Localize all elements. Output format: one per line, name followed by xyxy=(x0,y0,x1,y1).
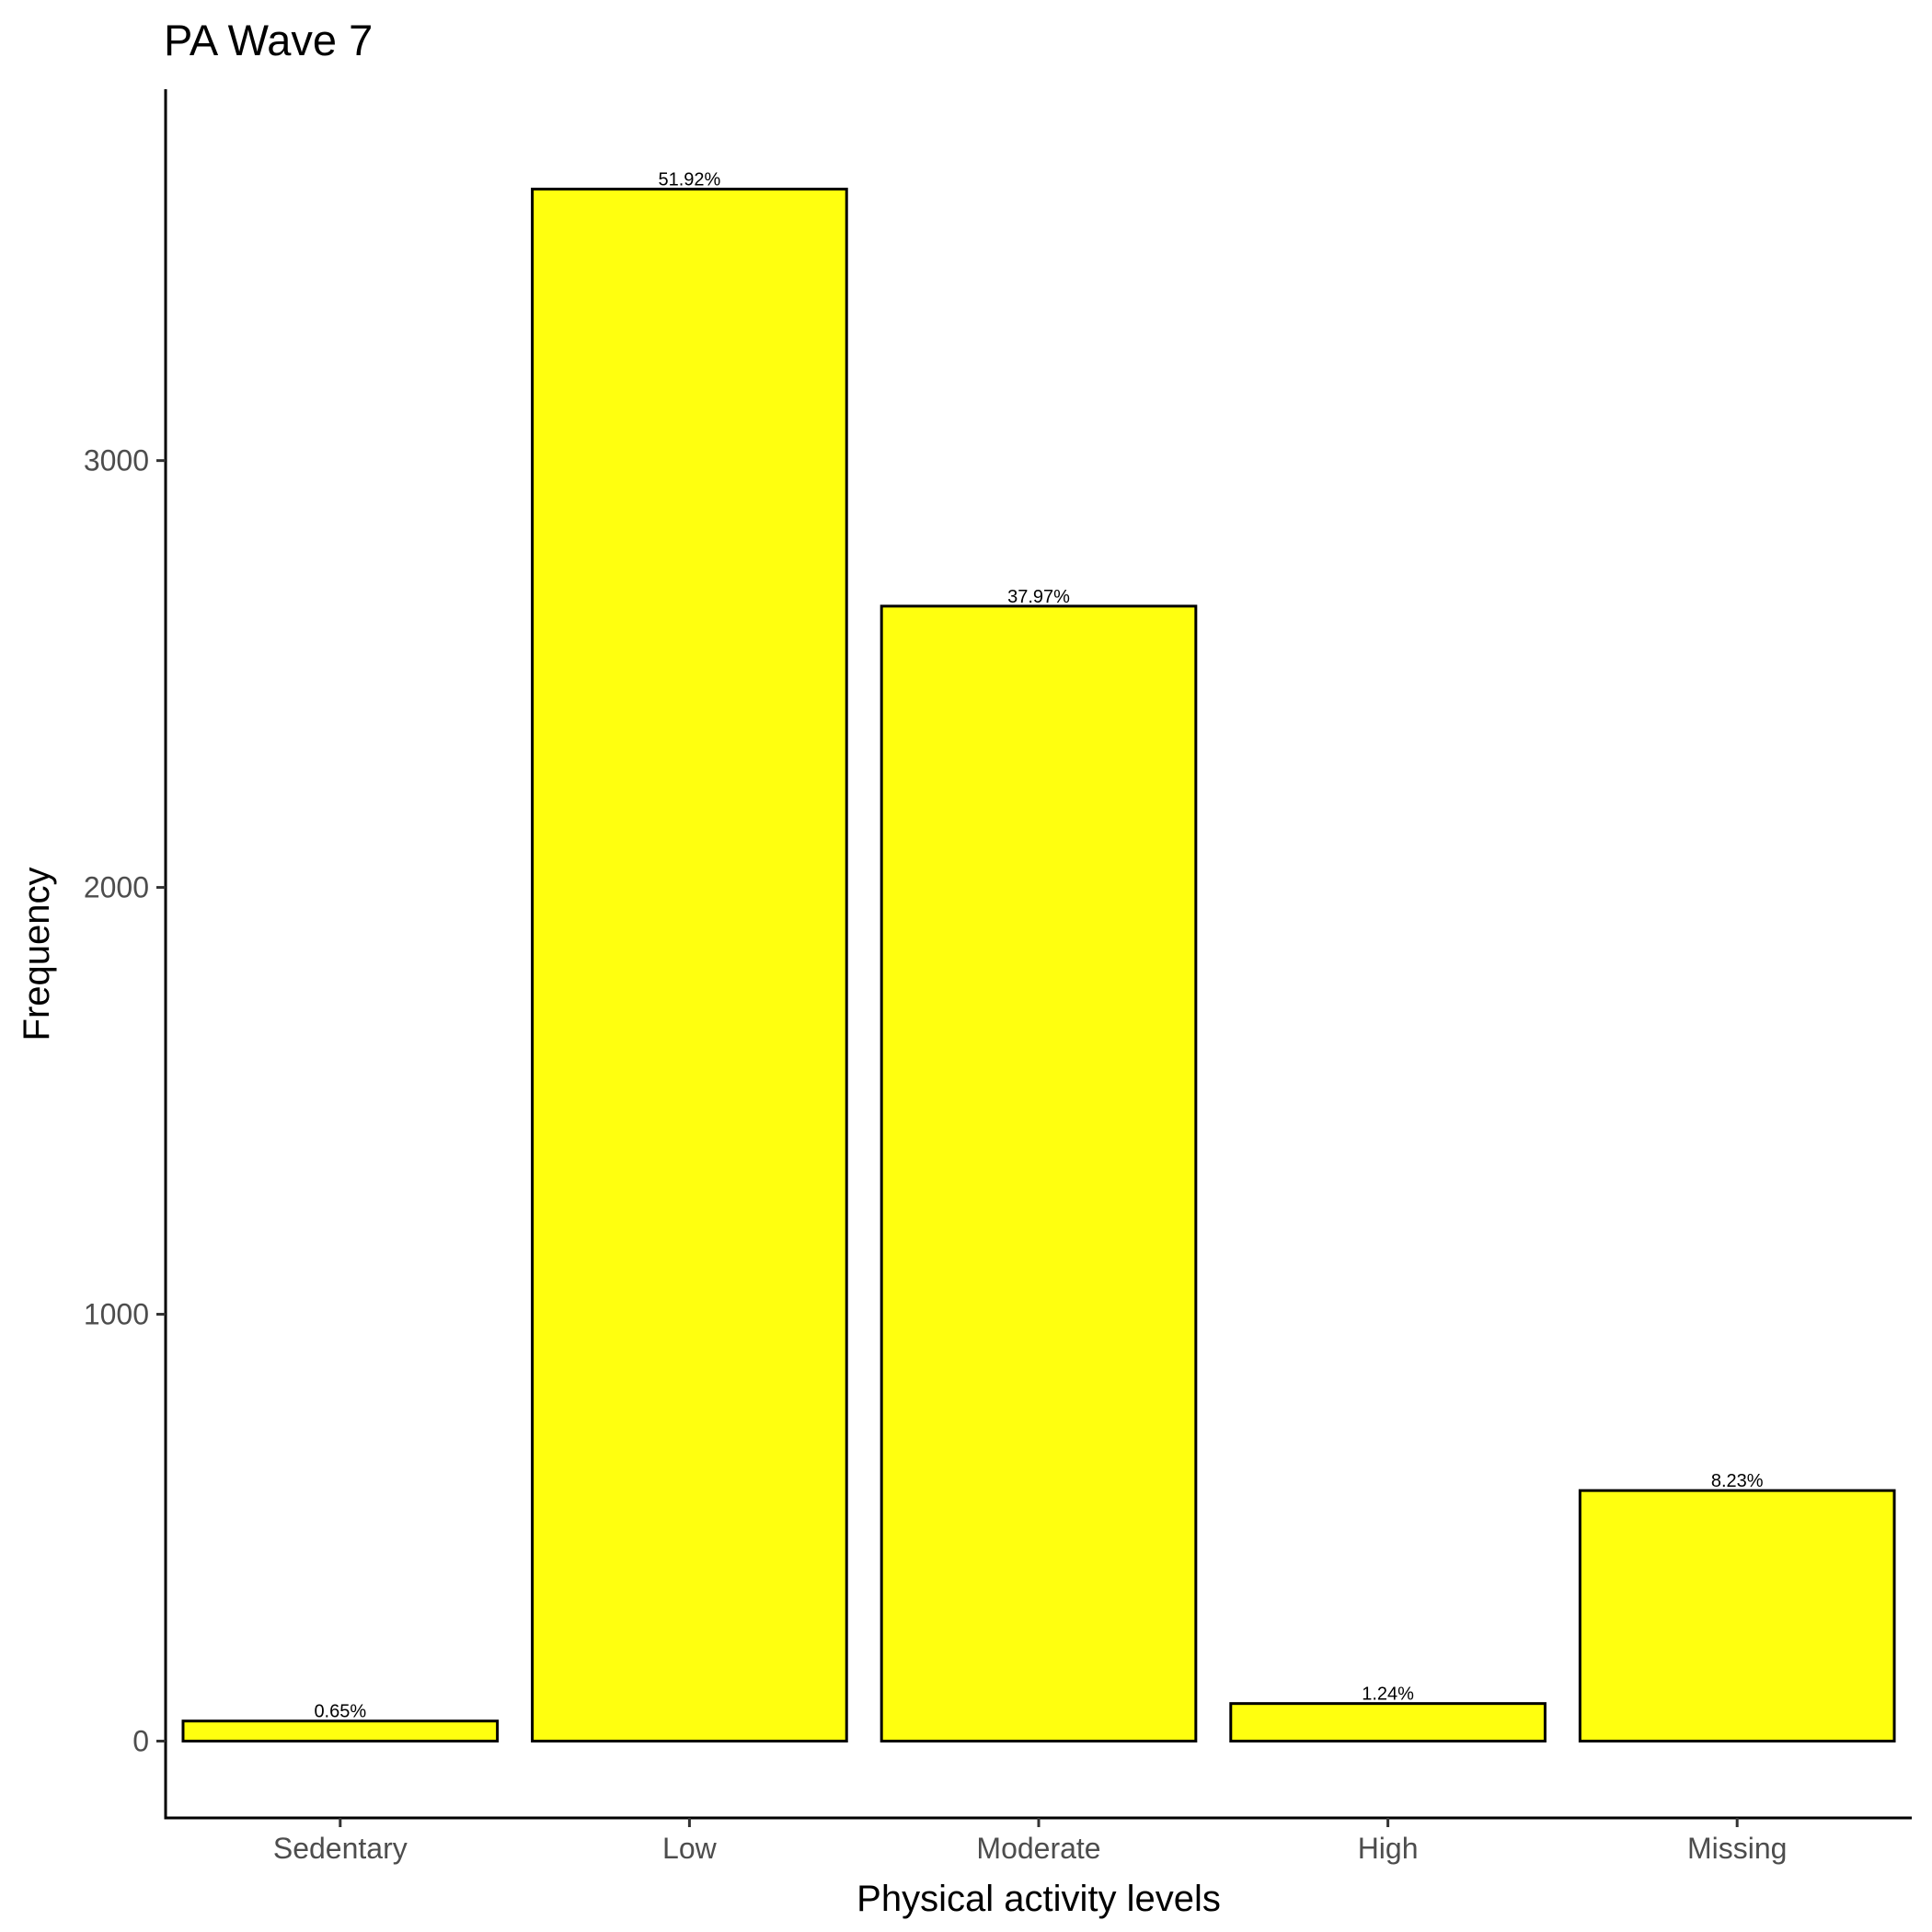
bar-moderate xyxy=(880,604,1198,1742)
plot-area: 0.65% 51.92% 37.97% 1.24% 8.23% 0 1000 2000 300… xyxy=(84,89,1912,1865)
bar-sedentary xyxy=(181,1719,500,1742)
x-ticks-group: Sedentary Low Moderate High Missing xyxy=(273,1818,1787,1865)
y-tick-label-1000: 1000 xyxy=(84,1298,149,1331)
x-axis-title: Physical activity levels xyxy=(857,1879,1221,1919)
x-tick-label-low: Low xyxy=(662,1832,718,1865)
x-tick-label-missing: Missing xyxy=(1687,1832,1787,1865)
data-label-moderate: 37.97% xyxy=(1007,587,1070,607)
x-tick-label-moderate: Moderate xyxy=(976,1832,1100,1865)
y-tick-label-2000: 2000 xyxy=(84,871,149,904)
x-tick-label-high: High xyxy=(1358,1832,1419,1865)
y-tick-label-3000: 3000 xyxy=(84,444,149,477)
y-tick-label-0: 0 xyxy=(132,1724,149,1757)
data-label-sedentary: 0.65% xyxy=(314,1702,366,1722)
data-label-missing: 8.23% xyxy=(1711,1471,1764,1491)
data-label-high: 1.24% xyxy=(1362,1685,1414,1705)
y-ticks-group: 0 1000 2000 3000 xyxy=(84,444,166,1757)
y-axis-title: Frequency xyxy=(17,868,57,1041)
bars-group xyxy=(181,188,1896,1742)
chart-title: PA Wave 7 xyxy=(164,16,373,64)
bar-high xyxy=(1229,1702,1547,1742)
bar-low xyxy=(531,188,848,1742)
data-labels-group: 0.65% 51.92% 37.97% 1.24% 8.23% xyxy=(314,170,1763,1722)
bar-missing xyxy=(1578,1489,1896,1742)
x-tick-label-sedentary: Sedentary xyxy=(273,1832,408,1865)
data-label-low: 51.92% xyxy=(658,170,720,190)
